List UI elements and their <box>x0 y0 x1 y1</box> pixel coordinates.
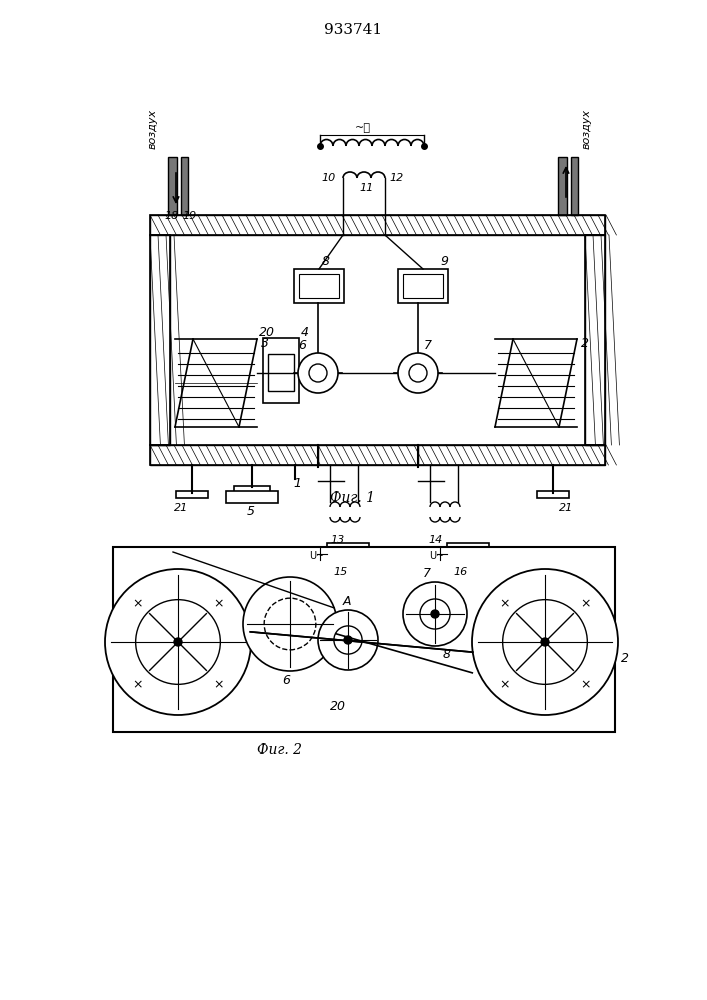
Bar <box>403 274 443 298</box>
Circle shape <box>136 600 221 684</box>
Text: ×: × <box>133 678 144 691</box>
Text: ×: × <box>214 678 223 691</box>
Circle shape <box>286 620 294 628</box>
Text: 3: 3 <box>261 337 269 350</box>
Bar <box>447 543 489 565</box>
Circle shape <box>243 577 337 671</box>
Bar <box>113 547 615 732</box>
Text: U~: U~ <box>429 551 444 561</box>
Circle shape <box>174 638 182 646</box>
Text: ×: × <box>500 678 510 691</box>
Text: ×: × <box>580 598 591 611</box>
Bar <box>268 354 294 391</box>
Bar <box>558 157 567 215</box>
Text: 21: 21 <box>559 503 573 513</box>
Text: ×: × <box>580 678 591 691</box>
Text: 8: 8 <box>443 648 451 661</box>
Text: Фиг. 1: Фиг. 1 <box>330 491 375 505</box>
Bar <box>263 338 299 403</box>
Text: 2: 2 <box>621 652 629 665</box>
Bar <box>294 269 344 303</box>
Text: 20: 20 <box>259 326 275 339</box>
Text: 1: 1 <box>293 477 301 490</box>
Text: 11: 11 <box>359 183 373 193</box>
Circle shape <box>334 626 362 654</box>
Text: 933741: 933741 <box>324 23 382 37</box>
Text: ×: × <box>214 598 223 611</box>
Text: 16: 16 <box>453 567 467 577</box>
Bar <box>168 157 177 215</box>
Bar <box>585 235 605 445</box>
Bar <box>150 215 605 235</box>
Bar <box>181 157 188 215</box>
Text: 12: 12 <box>389 173 403 183</box>
Text: 7: 7 <box>423 567 431 580</box>
Circle shape <box>431 610 439 618</box>
Text: 5: 5 <box>247 505 255 518</box>
Text: 21: 21 <box>174 503 188 513</box>
Bar <box>234 486 270 493</box>
Text: воздух: воздух <box>148 109 158 149</box>
Circle shape <box>503 600 588 684</box>
Circle shape <box>541 638 549 646</box>
Text: 6: 6 <box>282 674 290 687</box>
Circle shape <box>298 353 338 393</box>
Text: U~: U~ <box>309 551 325 561</box>
Bar <box>398 269 448 303</box>
Bar <box>537 491 569 498</box>
Text: 18: 18 <box>164 211 178 221</box>
Text: 14: 14 <box>428 535 443 545</box>
Text: 6: 6 <box>298 339 306 352</box>
Bar <box>170 235 585 445</box>
Text: Фиг. 2: Фиг. 2 <box>257 743 303 757</box>
Bar <box>150 235 170 445</box>
Text: 19: 19 <box>182 211 197 221</box>
Bar <box>299 274 339 298</box>
Text: ×: × <box>500 598 510 611</box>
Bar <box>176 491 208 498</box>
Text: 2: 2 <box>581 337 589 350</box>
Circle shape <box>472 569 618 715</box>
Circle shape <box>420 599 450 629</box>
Text: воздух: воздух <box>582 109 592 149</box>
Circle shape <box>309 364 327 382</box>
Text: ~: ~ <box>355 123 371 133</box>
Bar <box>226 491 278 503</box>
Text: 4: 4 <box>301 326 309 339</box>
Text: 7: 7 <box>424 339 432 352</box>
Text: 15: 15 <box>333 567 347 577</box>
Circle shape <box>398 353 438 393</box>
Text: 20: 20 <box>330 700 346 713</box>
Bar <box>585 235 605 445</box>
Circle shape <box>264 598 316 650</box>
Text: A: A <box>343 595 351 608</box>
Circle shape <box>409 364 427 382</box>
Text: 9: 9 <box>440 255 448 268</box>
Bar <box>150 235 170 445</box>
Text: ×: × <box>133 598 144 611</box>
Bar <box>150 215 605 235</box>
Text: 8: 8 <box>322 255 330 268</box>
Bar <box>150 445 605 465</box>
Bar <box>150 445 605 465</box>
Circle shape <box>344 636 352 644</box>
Circle shape <box>403 582 467 646</box>
Text: 10: 10 <box>321 173 335 183</box>
Bar <box>327 543 369 565</box>
Bar <box>571 157 578 215</box>
Text: 13: 13 <box>330 535 344 545</box>
Circle shape <box>105 569 251 715</box>
Circle shape <box>318 610 378 670</box>
